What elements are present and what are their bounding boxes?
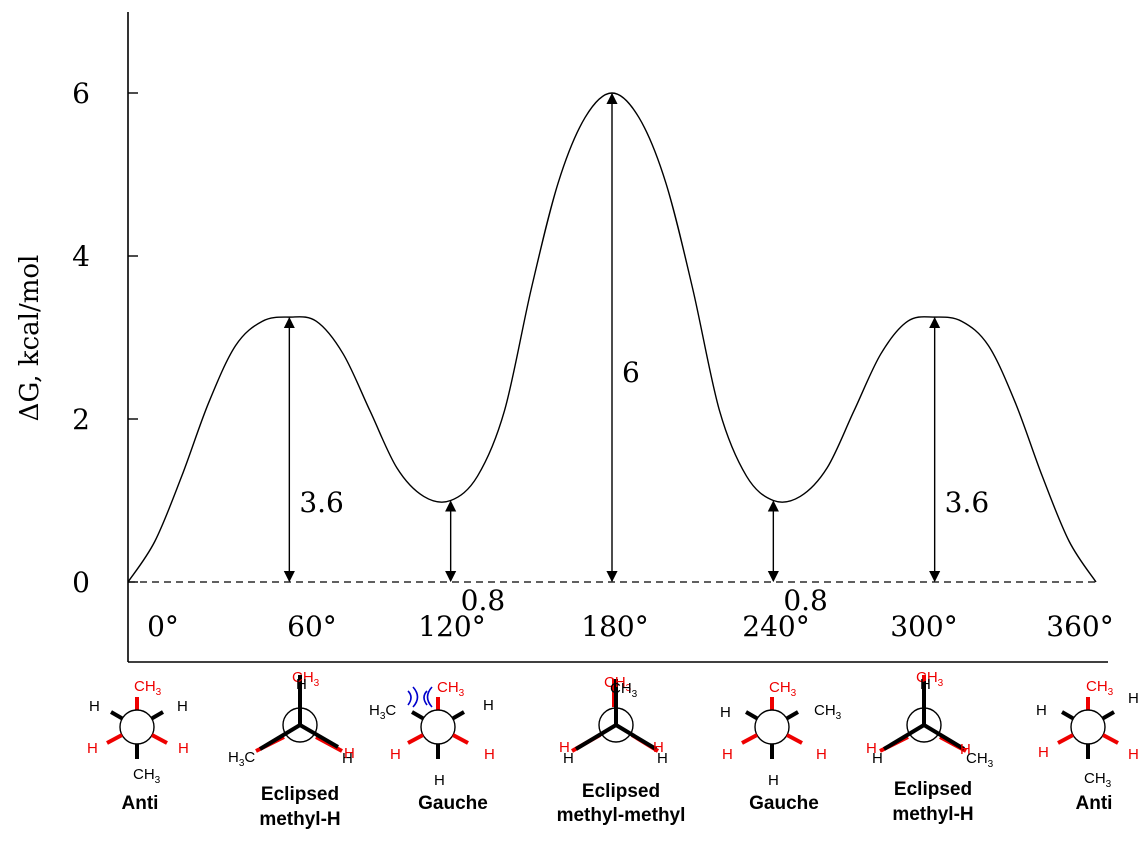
label-gauche-2: Gauche xyxy=(749,793,819,814)
svg-text:H: H xyxy=(1128,690,1139,707)
svg-text:H: H xyxy=(960,741,971,758)
x-tick-label: 240° xyxy=(742,610,809,643)
energy-value-label: 6 xyxy=(622,356,640,389)
label-eclipsed-mh-2-line2: methyl-H xyxy=(892,804,973,825)
svg-text:H3C: H3C xyxy=(228,749,255,769)
y-ticks: 0 2 4 6 xyxy=(72,77,138,599)
svg-text:H: H xyxy=(483,697,494,714)
newman-anti-1: CH3 H H H H CH3 xyxy=(87,678,189,786)
svg-text:H3C: H3C xyxy=(369,702,396,722)
newman-eclipsed-mh-1: CH3 H H3C H H xyxy=(228,669,355,769)
svg-text:H: H xyxy=(296,676,307,693)
svg-text:H: H xyxy=(722,746,733,763)
energy-value-label: 3.6 xyxy=(945,486,990,519)
label-gauche-1: Gauche xyxy=(418,793,488,814)
energy-value-label: 3.6 xyxy=(299,486,344,519)
label-anti-1: Anti xyxy=(122,793,159,814)
svg-text:H: H xyxy=(390,746,401,763)
svg-text:CH3: CH3 xyxy=(610,680,638,700)
svg-text:CH3: CH3 xyxy=(814,702,842,722)
label-eclipsed-mh-1-line2: methyl-H xyxy=(259,809,340,830)
svg-text:H: H xyxy=(563,750,574,767)
label-eclipsed-mm-line2: methyl-methyl xyxy=(557,805,686,826)
svg-text:H: H xyxy=(344,745,355,762)
svg-text:CH3: CH3 xyxy=(133,766,161,786)
svg-text:H: H xyxy=(816,746,827,763)
label-eclipsed-mh-1-line1: Eclipsed xyxy=(261,784,339,805)
x-tick-label: 180° xyxy=(581,610,648,643)
newman-gauche-2: CH3 H CH3 H H H xyxy=(720,679,842,789)
newman-eclipsed-mh-2: CH3 H H H H CH3 xyxy=(866,669,994,770)
energy-value-label: 0.8 xyxy=(461,584,506,617)
axes xyxy=(127,12,1108,663)
svg-text:CH3: CH3 xyxy=(437,679,465,699)
svg-text:H: H xyxy=(484,746,495,763)
y-tick-label: 0 xyxy=(72,566,90,599)
y-tick-label: 4 xyxy=(72,240,90,273)
svg-text:H: H xyxy=(87,740,98,757)
svg-text:H: H xyxy=(920,676,931,693)
svg-text:H: H xyxy=(866,740,877,757)
svg-text:H: H xyxy=(653,739,664,756)
y-tick-label: 2 xyxy=(72,403,90,436)
x-tick-labels: 0° 60° 120° 180° 240° 300° 360° xyxy=(147,610,1114,643)
svg-text:H: H xyxy=(872,750,883,767)
svg-text:H: H xyxy=(720,704,731,721)
svg-text:H: H xyxy=(178,740,189,757)
svg-text:CH3: CH3 xyxy=(134,678,162,698)
svg-text:H: H xyxy=(559,739,570,756)
newman-anti-2: CH3 H H H H CH3 xyxy=(1036,678,1139,790)
y-tick-label: 6 xyxy=(72,77,90,110)
y-axis-label: ΔG, kcal/mol xyxy=(15,255,45,422)
svg-text:CH3: CH3 xyxy=(769,679,797,699)
label-eclipsed-mm-line1: Eclipsed xyxy=(582,781,660,802)
svg-text:H: H xyxy=(1128,746,1139,763)
label-eclipsed-mh-2-line1: Eclipsed xyxy=(894,779,972,800)
newman-gauche-1: CH3 H3C H H H H xyxy=(369,679,495,789)
x-tick-label: 300° xyxy=(890,610,957,643)
svg-text:H: H xyxy=(1036,702,1047,719)
svg-text:H: H xyxy=(768,772,779,789)
svg-text:H: H xyxy=(657,750,668,767)
conformation-labels: Anti Eclipsed methyl-H Gauche Eclipsed m… xyxy=(122,779,1113,830)
svg-text:CH3: CH3 xyxy=(292,669,320,689)
x-tick-label: 120° xyxy=(418,610,485,643)
svg-text:H: H xyxy=(89,698,100,715)
svg-text:CH3: CH3 xyxy=(916,669,944,689)
x-tick-label: 60° xyxy=(287,610,337,643)
svg-text:H: H xyxy=(177,698,188,715)
svg-text:H: H xyxy=(1038,744,1049,761)
energy-annotations: 3.6 0.8 6 0.8 3.6 xyxy=(283,92,990,617)
x-tick-label: 360° xyxy=(1046,610,1113,643)
svg-text:CH3: CH3 xyxy=(1084,770,1112,790)
svg-text:H: H xyxy=(434,772,445,789)
svg-text:H: H xyxy=(342,750,353,767)
newman-eclipsed-mm: CH3 CH3 H H H H xyxy=(559,674,668,767)
x-tick-label: 0° xyxy=(147,610,179,643)
label-anti-2: Anti xyxy=(1076,793,1113,814)
svg-text:CH3: CH3 xyxy=(1086,678,1114,698)
energy-value-label: 0.8 xyxy=(783,584,828,617)
newman-projections: CH3 H H H H CH3 CH3 H H3C H H xyxy=(87,669,1139,790)
svg-text:CH3: CH3 xyxy=(604,674,632,694)
svg-text:CH3: CH3 xyxy=(966,750,994,770)
